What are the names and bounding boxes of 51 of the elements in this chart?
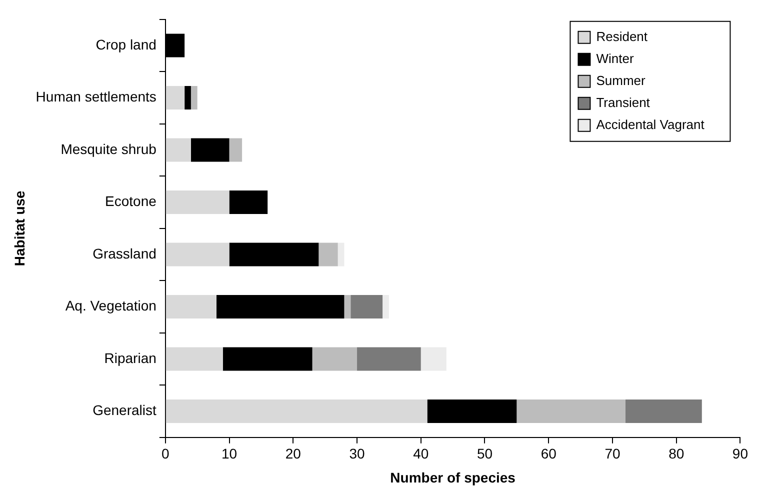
legend-label: Resident: [596, 28, 648, 44]
bar: [190, 86, 198, 110]
bar: [427, 400, 517, 424]
x-tick-label: 90: [732, 446, 748, 462]
bar: [516, 400, 626, 424]
y-tick-label: Crop land: [96, 36, 156, 52]
bar: [318, 242, 338, 266]
bar: [229, 242, 319, 266]
x-axis-title: Number of species: [390, 469, 516, 486]
bar: [229, 190, 268, 214]
bar: [229, 138, 242, 162]
x-tick-label: 50: [476, 446, 493, 462]
y-tick-label: Mesquite shrub: [60, 140, 157, 157]
x-tick-label: 40: [413, 446, 429, 462]
legend-label: Summer: [596, 72, 646, 88]
legend-label: Winter: [596, 50, 634, 66]
x-tick-label: 20: [285, 446, 302, 462]
bar: [344, 295, 351, 319]
y-tick-label: Human settlements: [36, 88, 156, 105]
bar: [166, 190, 230, 214]
x-tick-label: 10: [221, 446, 238, 462]
bar: [166, 138, 191, 162]
x-tick-label: 30: [349, 446, 366, 462]
bar: [312, 347, 358, 371]
bar: [216, 295, 344, 319]
bar: [166, 347, 223, 371]
bar: [166, 242, 230, 266]
bar: [420, 347, 446, 371]
x-tick-label: 70: [604, 446, 620, 462]
y-tick-label: Grassland: [92, 245, 156, 262]
bar: [357, 347, 421, 371]
bar: [184, 86, 191, 110]
bar: [222, 347, 312, 371]
bar: [166, 400, 428, 424]
bar: [338, 242, 344, 266]
bar: [625, 400, 702, 424]
legend-label: Accidental Vagrant: [596, 116, 705, 132]
bar: [166, 295, 216, 319]
bar: [190, 138, 230, 162]
y-axis-title: Habitat use: [11, 190, 28, 266]
bar: [166, 86, 185, 110]
x-tick-label: 80: [668, 446, 684, 462]
y-tick-label: Ecotone: [105, 193, 157, 210]
y-tick-label: Riparian: [104, 350, 156, 366]
bar: [382, 295, 389, 319]
x-tick-label: 60: [540, 446, 557, 462]
x-tick-label: 0: [162, 446, 170, 462]
legend-label: Transient: [596, 94, 650, 110]
bar: [350, 295, 383, 319]
y-tick-label: Aq. Vegetation: [65, 298, 156, 314]
y-tick-label: Generalist: [92, 402, 157, 418]
